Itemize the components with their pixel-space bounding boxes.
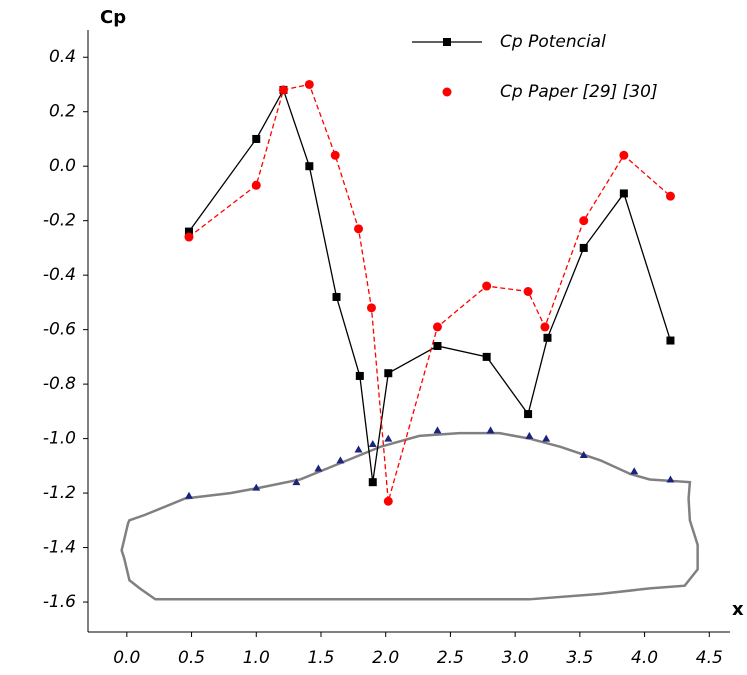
marker: [433, 426, 442, 434]
y-tick-label: -1.4: [43, 538, 76, 558]
x-axis-title: x: [732, 599, 744, 620]
y-tick-label: 0.2: [49, 102, 76, 122]
marker: [579, 450, 588, 458]
x-tick-label: 4.0: [631, 648, 658, 668]
marker: [383, 496, 393, 506]
marker: [442, 87, 452, 97]
marker: [184, 232, 194, 242]
marker: [432, 322, 442, 332]
marker: [523, 287, 533, 297]
marker: [252, 134, 261, 143]
marker: [482, 281, 492, 291]
marker: [354, 445, 363, 453]
legend-item: Cp Paper [29] [30]: [442, 82, 658, 102]
marker: [184, 491, 193, 499]
marker: [619, 189, 628, 198]
y-tick-label: -1.0: [43, 429, 76, 449]
marker: [314, 464, 323, 472]
marker: [665, 191, 675, 201]
y-tick-label: -0.2: [43, 211, 76, 231]
marker: [619, 150, 629, 160]
x-tick-label: 3.5: [566, 648, 593, 668]
marker: [543, 333, 552, 342]
marker: [579, 216, 589, 226]
y-tick-label: -0.4: [43, 265, 76, 285]
marker: [251, 180, 261, 190]
marker: [354, 224, 364, 234]
marker: [184, 227, 193, 236]
y-tick-label: -1.6: [43, 592, 76, 612]
marker: [525, 431, 534, 439]
marker: [330, 150, 340, 160]
marker: [524, 410, 533, 419]
y-tick-label: -1.2: [43, 483, 76, 503]
x-tick-label: 0.5: [178, 648, 205, 668]
y-axis-title: Cp: [100, 7, 126, 28]
x-tick-label: 1.0: [243, 648, 270, 668]
marker: [366, 303, 376, 313]
marker: [384, 369, 393, 378]
x-tick-label: 1.5: [307, 648, 334, 668]
marker: [252, 483, 261, 491]
marker: [486, 426, 495, 434]
marker: [579, 243, 588, 252]
marker: [540, 322, 550, 332]
marker: [368, 440, 377, 448]
legend-text: Cp Paper [29] [30]: [500, 82, 658, 102]
marker: [482, 352, 491, 361]
marker: [666, 336, 675, 345]
legend-text: Cp Potencial: [500, 32, 606, 52]
marker: [433, 341, 442, 350]
x-tick-label: 3.0: [502, 648, 529, 668]
marker: [278, 85, 288, 95]
y-tick-label: -0.6: [43, 320, 76, 340]
marker: [305, 162, 314, 171]
marker: [542, 434, 551, 442]
marker: [384, 434, 393, 442]
marker: [336, 456, 345, 464]
marker: [443, 38, 451, 46]
y-tick-label: 0.0: [49, 156, 76, 176]
x-tick-label: 4.5: [696, 648, 723, 668]
marker: [304, 79, 314, 89]
x-tick-label: 2.0: [372, 648, 399, 668]
x-tick-label: 0.0: [113, 648, 140, 668]
marker: [368, 478, 377, 487]
marker: [332, 292, 341, 301]
series-line: [188, 88, 672, 483]
legend-item: Cp Potencial: [412, 32, 606, 52]
airfoil-outline: [120, 431, 699, 601]
x-tick-label: 2.5: [437, 648, 464, 668]
y-tick-label: 0.4: [49, 47, 76, 67]
series-line: [188, 83, 671, 502]
marker: [630, 467, 639, 475]
marker: [355, 371, 364, 380]
y-tick-label: -0.8: [43, 374, 76, 394]
marker: [292, 478, 301, 486]
marker: [666, 475, 675, 483]
